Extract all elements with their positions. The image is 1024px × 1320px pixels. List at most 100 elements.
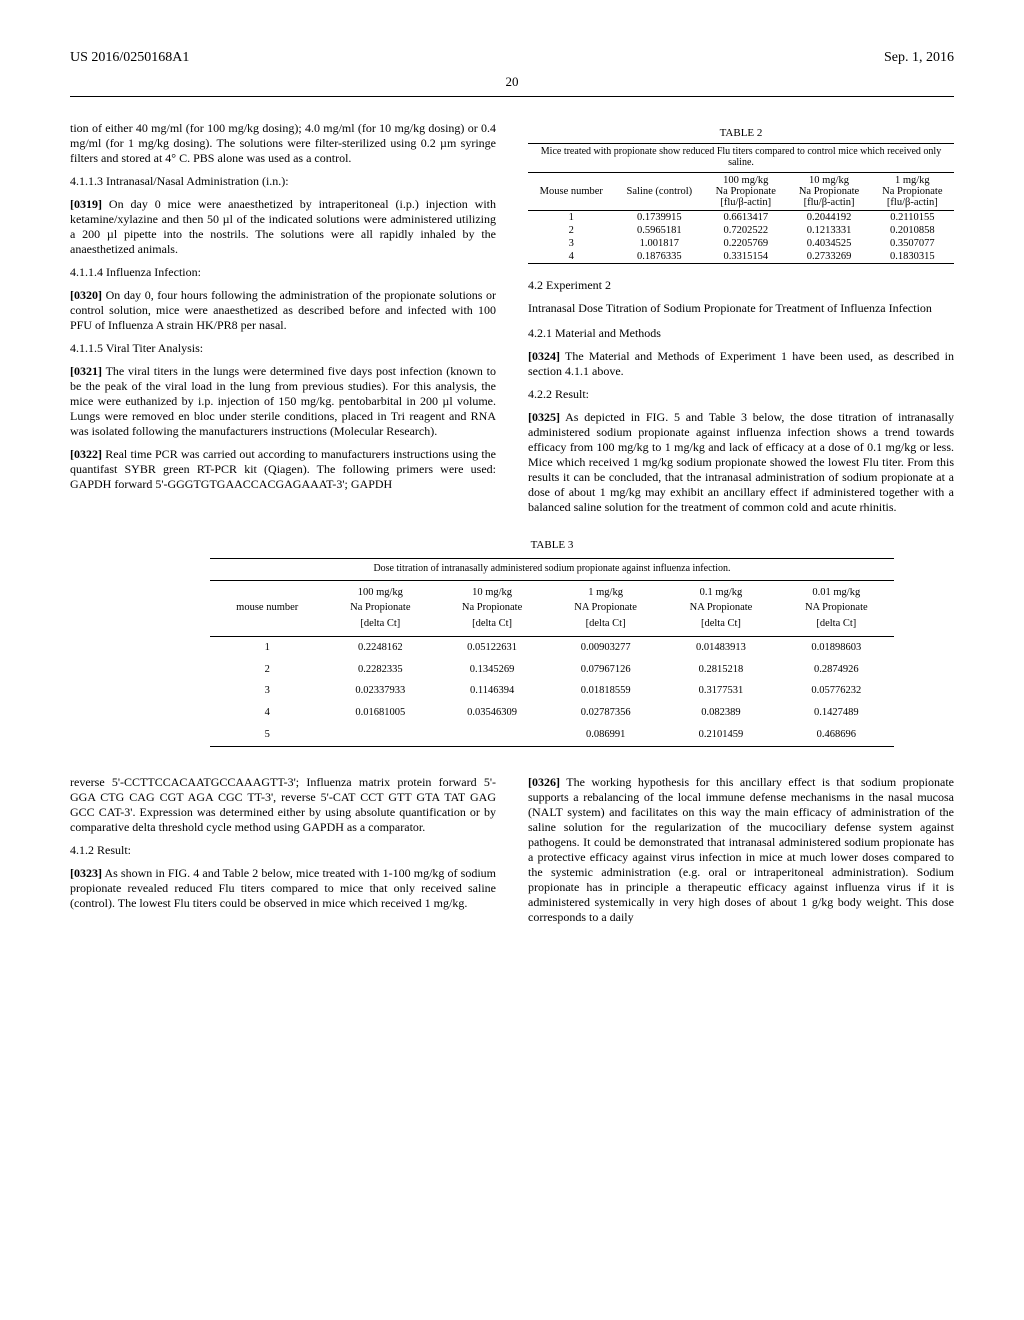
col-head: Saline (control) (615, 173, 705, 211)
page-number: 20 (70, 74, 954, 90)
cell: 0.2010858 (871, 224, 954, 237)
paragraph: [0320] On day 0, four hours following th… (70, 288, 496, 333)
cell (436, 724, 548, 746)
th-text: 10 mg/kg (472, 587, 512, 598)
subheading: 4.2.2 Result: (528, 387, 954, 402)
cell: 0.1876335 (615, 250, 705, 264)
cell (324, 724, 436, 746)
th-text: 0.01 mg/kg (812, 587, 860, 598)
th-text: [delta Ct] (586, 618, 626, 629)
cell: 0.02337933 (324, 680, 436, 702)
th-text: Na Propionate (799, 186, 859, 197)
cell: 0.1213331 (787, 224, 870, 237)
th-text: 100 mg/kg (358, 587, 403, 598)
section-heading: 4.2 Experiment 2 (528, 278, 954, 293)
para-number: [0319] (70, 197, 102, 211)
patent-number: US 2016/0250168A1 (70, 50, 189, 66)
cell: 0.3177531 (663, 680, 778, 702)
table-2-block: TABLE 2 Mice treated with propionate sho… (528, 127, 954, 264)
table-3: TABLE 3 Dose titration of intranasally a… (210, 537, 894, 747)
col-head: mouse number (210, 580, 324, 636)
cell: 0.3315154 (704, 250, 787, 264)
cell: 1.001817 (615, 237, 705, 250)
cell: 3 (210, 680, 324, 702)
cell: 0.07967126 (548, 659, 663, 681)
col-head: 0.1 mg/kg NA Propionate [delta Ct] (663, 580, 778, 636)
col-head: 100 mg/kg Na Propionate [flu/β-actin] (704, 173, 787, 211)
table-2: TABLE 2 Mice treated with propionate sho… (528, 127, 954, 264)
th-text: Saline (control) (627, 186, 693, 197)
page-header: US 2016/0250168A1 Sep. 1, 2016 (70, 50, 954, 66)
cell: 0.3507077 (871, 237, 954, 250)
para-number: [0322] (70, 447, 102, 461)
paragraph: [0324] The Material and Methods of Exper… (528, 349, 954, 379)
cell: 0.082389 (663, 702, 778, 724)
para-number: [0324] (528, 349, 560, 363)
cell: 0.2248162 (324, 636, 436, 658)
header-rule (70, 96, 954, 97)
para-text: As depicted in FIG. 5 and Table 3 below,… (528, 410, 954, 514)
patent-date: Sep. 1, 2016 (884, 50, 954, 66)
para-number: [0325] (528, 410, 560, 424)
cell: 0.2733269 (787, 250, 870, 264)
paragraph: [0323] As shown in FIG. 4 and Table 2 be… (70, 866, 496, 911)
paragraph: [0325] As depicted in FIG. 5 and Table 3… (528, 410, 954, 515)
th-text: NA Propionate (574, 602, 637, 613)
cell: 0.1739915 (615, 211, 705, 225)
paragraph: [0321] The viral titers in the lungs wer… (70, 364, 496, 439)
col-head: 100 mg/kg Na Propionate [delta Ct] (324, 580, 436, 636)
cell: 2 (528, 224, 615, 237)
th-text: Na Propionate (350, 602, 410, 613)
th-text: [flu/β-actin] (720, 197, 771, 208)
th-text: [delta Ct] (816, 618, 856, 629)
cell: 2 (210, 659, 324, 681)
th-text: Mouse number (540, 186, 603, 197)
para-text: On day 0 mice were anaesthetized by intr… (70, 197, 496, 256)
paragraph: [0322] Real time PCR was carried out acc… (70, 447, 496, 492)
cell: 0.01818559 (548, 680, 663, 702)
cell: 0.05122631 (436, 636, 548, 658)
cell: 5 (210, 724, 324, 746)
cell: 0.2205769 (704, 237, 787, 250)
cell: 0.6613417 (704, 211, 787, 225)
cell: 0.2101459 (663, 724, 778, 746)
cell: 0.02787356 (548, 702, 663, 724)
cell: 0.2282335 (324, 659, 436, 681)
th-text: 100 mg/kg (723, 175, 768, 186)
table-caption: Dose titration of intranasally administe… (210, 558, 894, 580)
cell: 0.00903277 (548, 636, 663, 658)
cell: 0.01681005 (324, 702, 436, 724)
cell: 0.1345269 (436, 659, 548, 681)
table-3-block: TABLE 3 Dose titration of intranasally a… (210, 531, 894, 761)
table-title: TABLE 3 (210, 537, 894, 554)
subheading: 4.1.2 Result: (70, 843, 496, 858)
para-number: [0321] (70, 364, 102, 378)
cell: 0.01483913 (663, 636, 778, 658)
table-title: TABLE 2 (528, 127, 954, 139)
para-number: [0323] (70, 866, 102, 880)
para-text: The working hypothesis for this ancillar… (528, 775, 954, 924)
cell: 0.086991 (548, 724, 663, 746)
th-text: [flu/β-actin] (887, 197, 938, 208)
th-text: 10 mg/kg (809, 175, 849, 186)
cell: 0.05776232 (779, 680, 894, 702)
para-number: [0320] (70, 288, 102, 302)
paragraph: [0326] The working hypothesis for this a… (528, 775, 954, 925)
cell: 0.2044192 (787, 211, 870, 225)
cell: 0.4034525 (787, 237, 870, 250)
col-head: 10 mg/kg Na Propionate [flu/β-actin] (787, 173, 870, 211)
paragraph: tion of either 40 mg/ml (for 100 mg/kg d… (70, 121, 496, 166)
col-head: 10 mg/kg Na Propionate [delta Ct] (436, 580, 548, 636)
col-head: 0.01 mg/kg NA Propionate [delta Ct] (779, 580, 894, 636)
cell: 4 (210, 702, 324, 724)
cell: 0.1146394 (436, 680, 548, 702)
para-text: On day 0, four hours following the admin… (70, 288, 496, 332)
th-text: [delta Ct] (360, 618, 400, 629)
cell: 0.2110155 (871, 211, 954, 225)
cell: 0.5965181 (615, 224, 705, 237)
body-columns: tion of either 40 mg/ml (for 100 mg/kg d… (70, 121, 954, 1241)
cell: 0.2815218 (663, 659, 778, 681)
th-text: 1 mg/kg (895, 175, 930, 186)
th-text: Na Propionate (716, 186, 776, 197)
cell: 0.01898603 (779, 636, 894, 658)
